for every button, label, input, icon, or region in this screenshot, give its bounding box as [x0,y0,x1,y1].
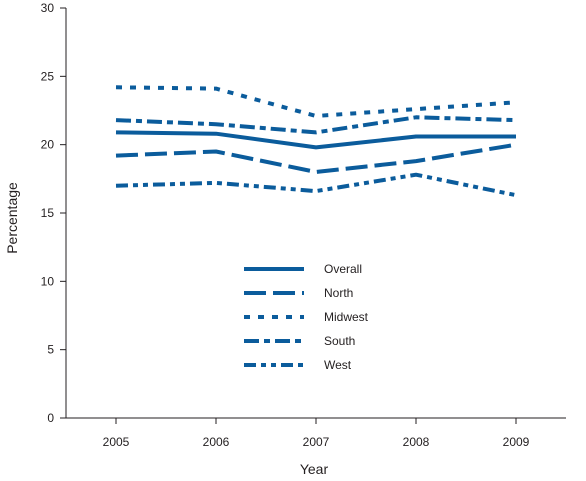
axes [65,8,566,419]
y-tick-label: 10 [41,274,55,288]
legend-label-north: North [324,286,353,300]
x-axis-ticks: 2005 2006 2007 2008 2009 [103,418,530,449]
legend-label-south: South [324,334,355,348]
x-axis-title: Year [300,461,329,477]
y-tick-label: 30 [41,1,55,15]
y-tick-label: 20 [41,138,55,152]
y-tick-label: 0 [47,411,54,425]
x-tick-label: 2006 [203,435,230,449]
series-line-north [115,142,517,174]
y-tick-label: 5 [47,343,54,357]
legend-label-west: West [324,358,352,372]
y-tick-label: 25 [41,69,55,83]
y-axis-title: Percentage [4,182,20,254]
series-line-west [115,172,517,198]
legend-label-overall: Overall [324,262,362,276]
x-tick-label: 2005 [103,435,130,449]
x-tick-label: 2008 [403,435,430,449]
y-axis-ticks: 0 5 10 15 20 25 30 [41,1,66,425]
series-line-midwest [115,85,517,118]
legend: Overall North Midwest South West [244,262,369,372]
x-tick-label: 2009 [503,435,530,449]
series-line-overall [115,130,516,150]
legend-label-midwest: Midwest [324,310,369,324]
y-tick-label: 15 [41,206,55,220]
series-lines [115,85,517,198]
series-line-south [115,115,517,135]
x-tick-label: 2007 [303,435,330,449]
